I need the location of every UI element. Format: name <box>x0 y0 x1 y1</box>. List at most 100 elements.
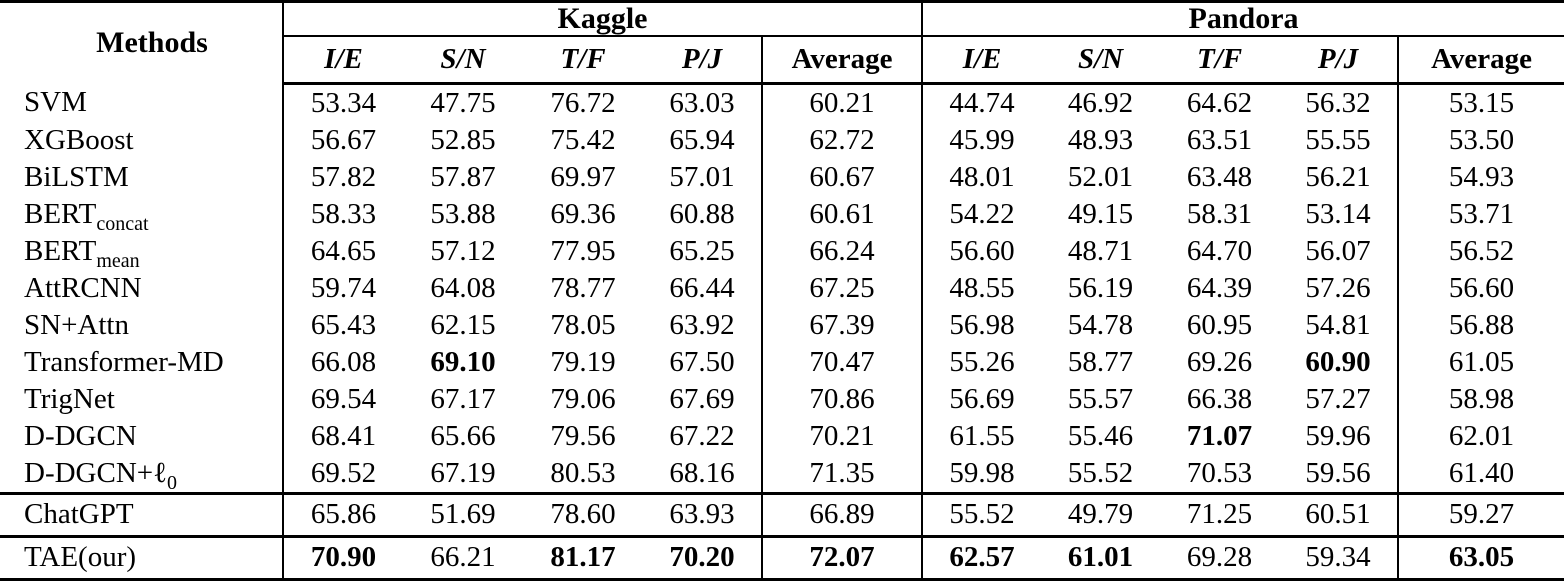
pandora-ie-header: I/E <box>921 35 1042 85</box>
pandora-ie-value: 56.69 <box>921 380 1042 418</box>
pandora-pj-value: 59.34 <box>1279 534 1399 579</box>
pandora-ie-value: 56.60 <box>921 232 1042 270</box>
pandora-avg-value: 56.60 <box>1397 269 1564 307</box>
kaggle-ie-value: 66.08 <box>310 345 377 378</box>
kaggle-ie-value: 64.65 <box>310 234 377 267</box>
pandora-tf-value: 69.26 <box>1186 345 1253 378</box>
method-name: BERTconcat <box>0 195 284 233</box>
pandora-sn-value: 58.77 <box>1067 345 1134 378</box>
method-subscript: mean <box>96 249 140 270</box>
method-subscript: concat <box>96 212 149 233</box>
pandora-avg-value: 61.05 <box>1397 343 1564 381</box>
pandora-pj-value: 56.21 <box>1305 160 1371 193</box>
method-name: Transformer-MD <box>0 343 284 381</box>
method-name: ChatGPT <box>0 491 284 536</box>
pandora-avg-value: 56.52 <box>1397 232 1564 270</box>
kaggle-tf-value: 77.95 <box>550 234 616 267</box>
method-name: BiLSTM <box>0 158 284 196</box>
kaggle-ie-value: 58.33 <box>310 197 377 230</box>
kaggle-group-header: Kaggle <box>283 1 924 37</box>
kaggle-tf-value: 69.36 <box>550 197 616 230</box>
kaggle-avg-value: 60.61 <box>760 195 923 233</box>
method-name: TAE(our) <box>0 534 284 579</box>
kaggle-pj-value: 67.50 <box>669 345 735 378</box>
kaggle-ie-value: 65.43 <box>310 308 377 341</box>
group-header-row: Methods Kaggle Pandora <box>0 1 1564 83</box>
pandora-pj-value: 60.51 <box>1279 491 1399 536</box>
kaggle-avg-value: 67.39 <box>760 306 923 344</box>
pandora-sn-value: 55.57 <box>1067 382 1134 415</box>
pandora-tf-value: 71.07 <box>1186 419 1253 452</box>
kaggle-ie-value: 70.90 <box>283 534 403 579</box>
methods-column-header: Methods <box>0 1 284 83</box>
table-row: TAE(our) 70.90 66.21 81.17 70.20 72.07 62.57 61… <box>0 534 1564 579</box>
pandora-sn-value: 48.71 <box>1067 234 1134 267</box>
pandora-pj-value: 55.55 <box>1305 123 1371 156</box>
pandora-avg-value: 53.50 <box>1397 121 1564 159</box>
pandora-ie-value: 59.98 <box>921 454 1042 493</box>
pandora-ie-value: 44.74 <box>921 83 1042 122</box>
pandora-tf-value: 64.62 <box>1186 86 1253 119</box>
pandora-ie-value: 48.55 <box>921 269 1042 307</box>
kaggle-pj-value: 65.25 <box>669 234 735 267</box>
kaggle-ie-header: I/E <box>283 35 403 85</box>
method-name: SN+Attn <box>0 306 284 344</box>
pandora-ie-value: 54.22 <box>921 195 1042 233</box>
pandora-pj-value: 57.26 <box>1305 271 1371 304</box>
table-row: ChatGPT 65.86 51.69 78.60 63.93 66.89 55.52 49.… <box>0 491 1564 536</box>
kaggle-tf-value: 79.56 <box>550 419 616 452</box>
method-name: SVM <box>0 83 284 122</box>
kaggle-ie-value: 56.67 <box>310 123 377 156</box>
kaggle-sn-value: 67.19 <box>430 456 496 489</box>
kaggle-average-header: Average <box>760 35 923 85</box>
pandora-avg-value: 56.88 <box>1397 306 1564 344</box>
kaggle-sn-value: 52.85 <box>430 123 496 156</box>
kaggle-pj-value: 67.22 <box>669 419 735 452</box>
pandora-sn-value: 54.78 <box>1067 308 1134 341</box>
kaggle-pj-value: 65.94 <box>669 123 735 156</box>
pandora-tf-value: 66.38 <box>1186 382 1253 415</box>
pandora-pj-value: 59.56 <box>1305 456 1371 489</box>
pandora-pj-value: 56.32 <box>1305 86 1371 119</box>
kaggle-sn-header: S/N <box>403 35 523 85</box>
pandora-tf-value: 71.25 <box>1160 491 1280 536</box>
kaggle-avg-value: 66.24 <box>760 232 923 270</box>
pandora-sn-header: S/N <box>1041 35 1161 85</box>
kaggle-sn-value: 57.12 <box>430 234 496 267</box>
kaggle-pj-value: 63.92 <box>669 308 735 341</box>
kaggle-sn-value: 66.21 <box>403 534 523 579</box>
kaggle-tf-value: 75.42 <box>550 123 616 156</box>
kaggle-pj-value: 68.16 <box>669 456 735 489</box>
kaggle-avg-value: 60.21 <box>760 83 923 122</box>
kaggle-avg-value: 60.67 <box>760 158 923 196</box>
kaggle-tf-value: 81.17 <box>523 534 643 579</box>
table-row: D-DGCN 68.41 65.66 79.56 67.22 70.21 61.55 55.4… <box>0 417 1564 455</box>
table-row: D-DGCN+ℓ0 69.52 67.19 80.53 68.16 71.35 59.98 5… <box>0 454 1564 493</box>
pandora-tf-value: 63.51 <box>1186 123 1253 156</box>
pandora-pj-value: 56.07 <box>1305 234 1371 267</box>
pandora-avg-value: 53.15 <box>1397 83 1564 122</box>
pandora-sn-value: 49.15 <box>1067 197 1134 230</box>
kaggle-pj-value: 63.03 <box>669 86 735 119</box>
kaggle-ie-value: 69.54 <box>310 382 377 415</box>
kaggle-avg-value: 66.89 <box>760 491 923 536</box>
table-row: AttRCNN 59.74 64.08 78.77 66.44 67.25 48.55 56.… <box>0 269 1564 307</box>
pandora-sn-value: 56.19 <box>1067 271 1134 304</box>
pandora-pj-value: 60.90 <box>1305 345 1371 378</box>
table-row: BERTmean 64.65 57.12 77.95 65.25 66.24 56.60 48… <box>0 232 1564 270</box>
pandora-tf-value: 70.53 <box>1186 456 1253 489</box>
pandora-avg-value: 59.27 <box>1397 491 1564 536</box>
kaggle-tf-value: 69.97 <box>550 160 616 193</box>
pandora-sn-value: 61.01 <box>1041 534 1161 579</box>
pandora-sn-value: 55.46 <box>1067 419 1134 452</box>
pandora-ie-value: 55.26 <box>921 343 1042 381</box>
method-name: AttRCNN <box>0 269 284 307</box>
kaggle-ie-value: 53.34 <box>310 86 377 119</box>
pandora-sn-value: 52.01 <box>1067 160 1134 193</box>
kaggle-sn-value: 67.17 <box>430 382 496 415</box>
pandora-tf-value: 69.28 <box>1160 534 1280 579</box>
kaggle-tf-value: 79.06 <box>550 382 616 415</box>
table-header: Methods Kaggle Pandora I/E S/N T/F P/J A… <box>0 1 1564 85</box>
kaggle-sn-value: 69.10 <box>430 345 496 378</box>
